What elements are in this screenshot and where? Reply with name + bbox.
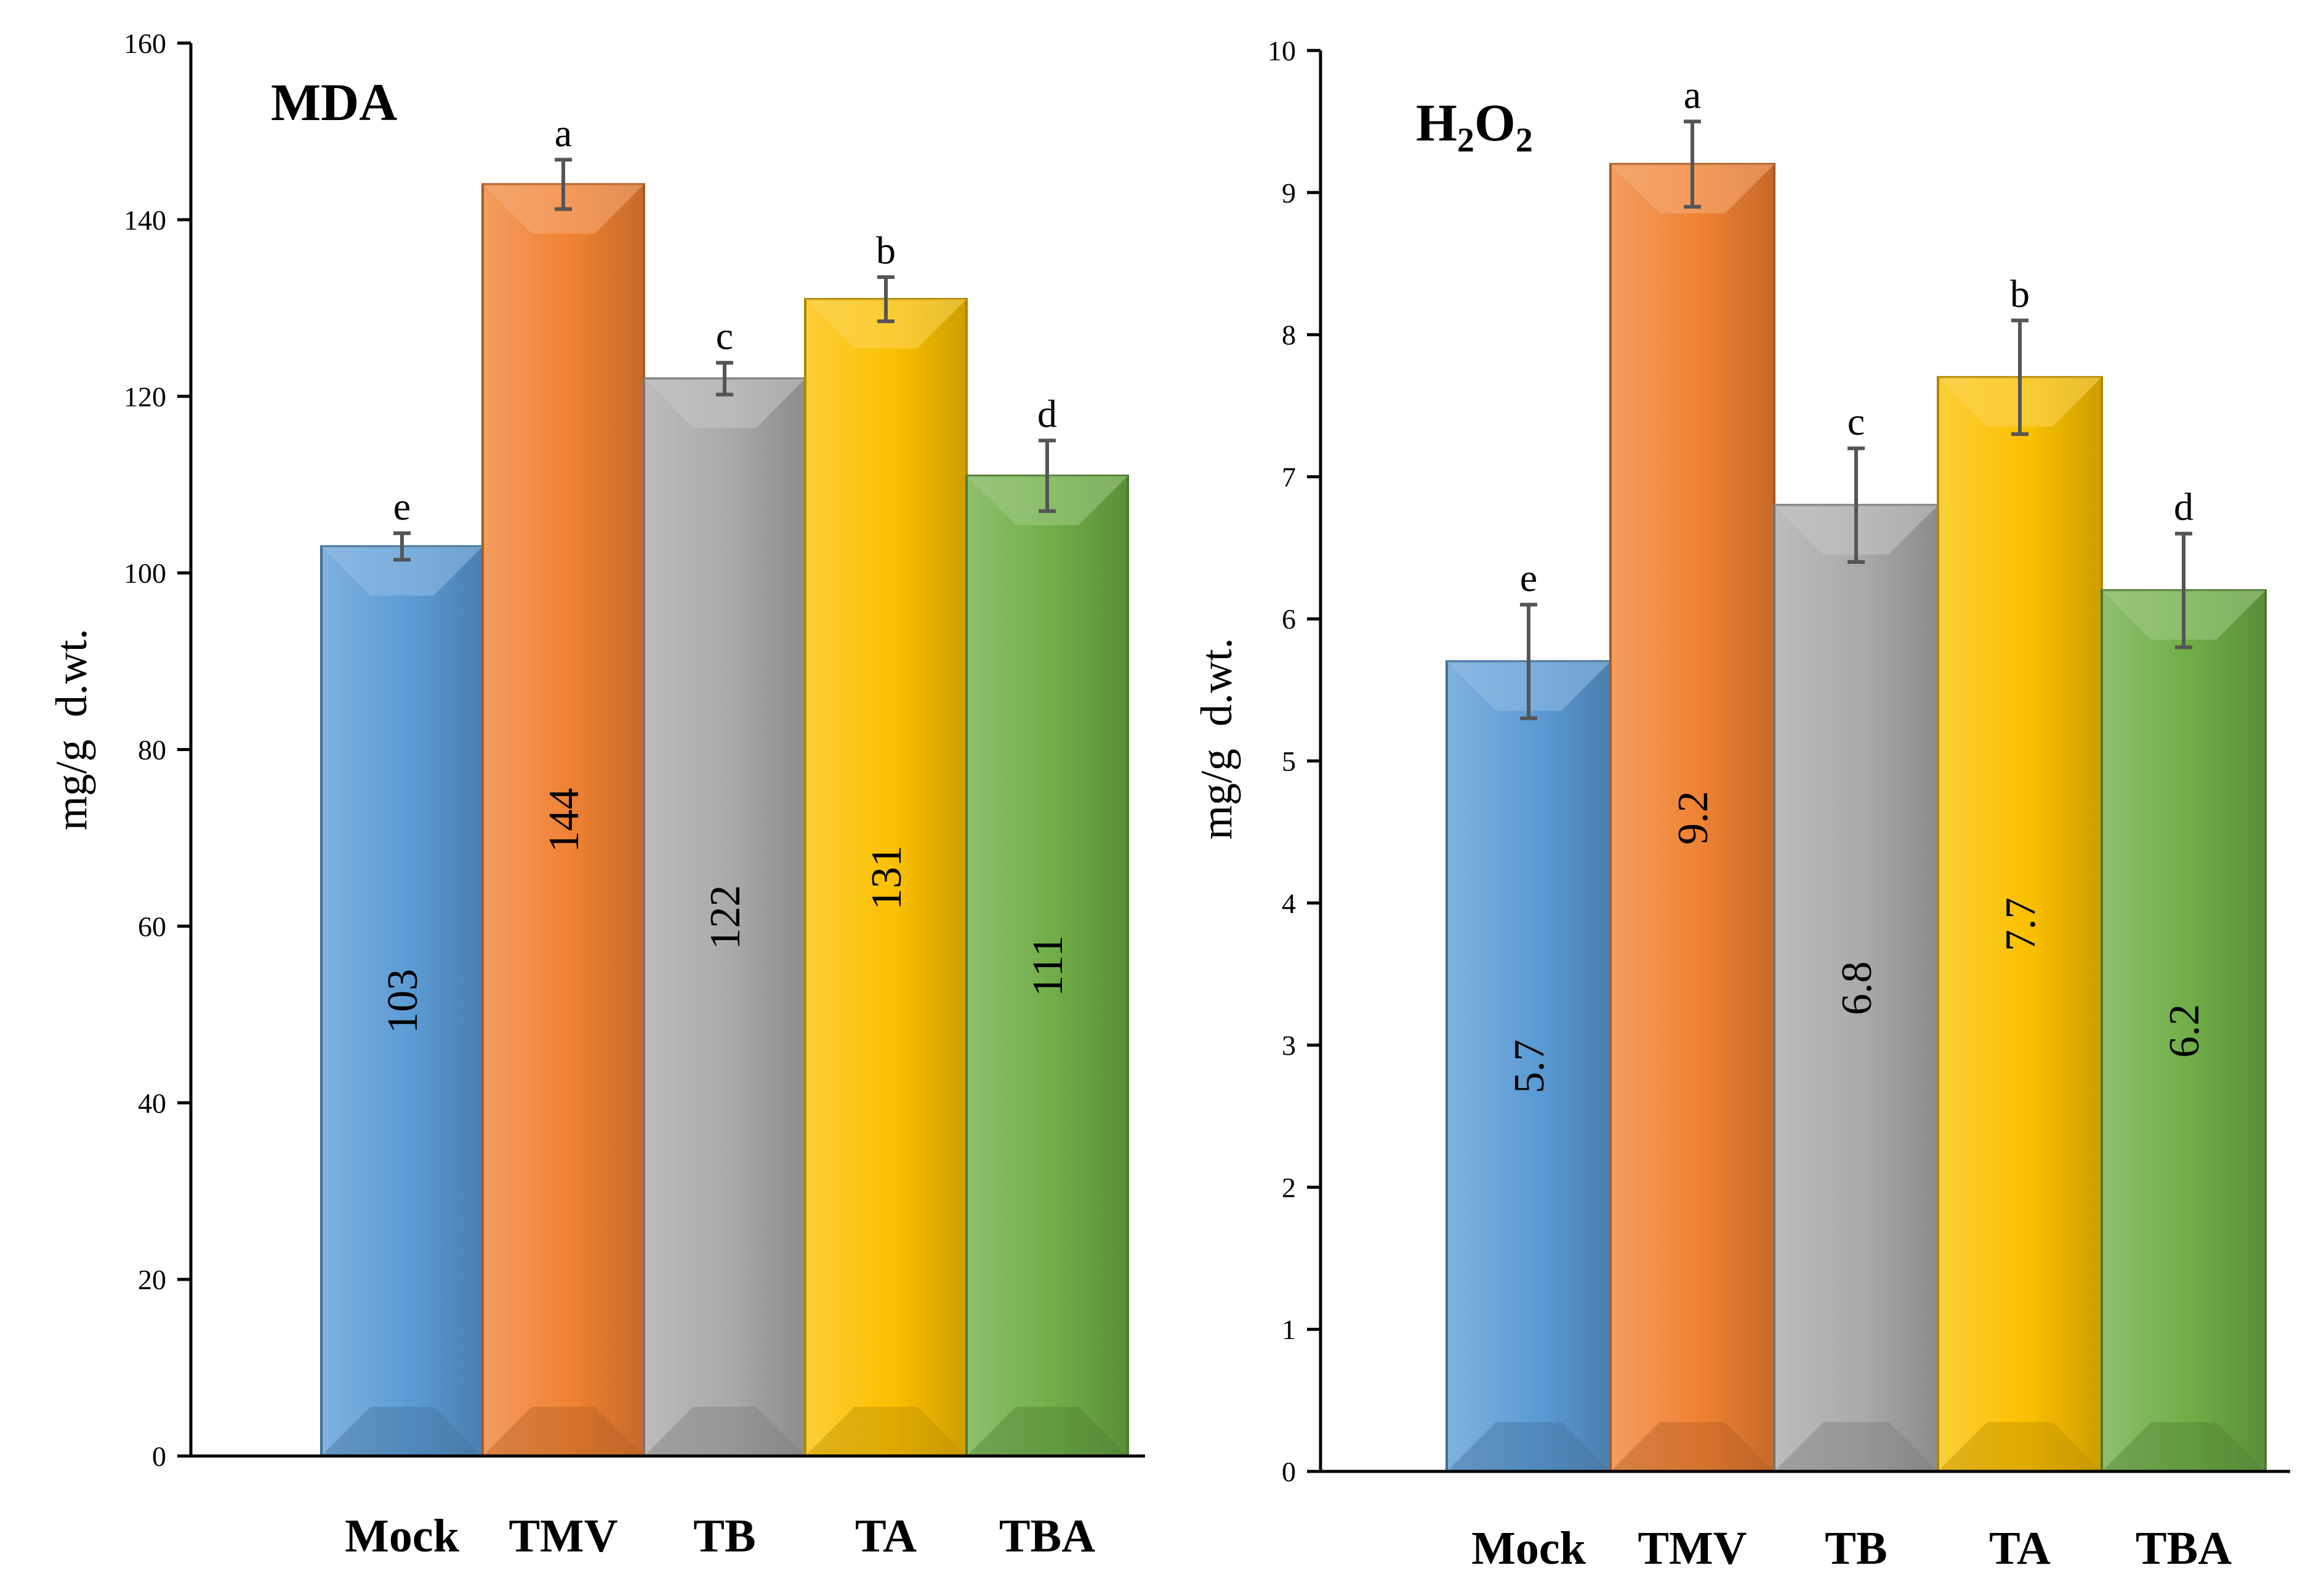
- significance-letter: d: [2174, 485, 2193, 529]
- bar-ta: [804, 297, 968, 1457]
- y-tick-label: 100: [124, 558, 166, 589]
- y-tick-label: 6: [1282, 603, 1296, 635]
- y-tick-label: 120: [124, 381, 166, 412]
- significance-letter: d: [1037, 392, 1057, 435]
- category-label: TA: [1989, 1523, 2051, 1574]
- bar-bevel-top: [805, 299, 967, 348]
- bar-value-label: 144: [541, 788, 588, 853]
- y-tick-label: 0: [1282, 1456, 1296, 1487]
- error-bar: [1848, 446, 1865, 564]
- bar-tba: [2101, 589, 2267, 1473]
- bar-bevel-top: [644, 379, 805, 428]
- error-bar: [877, 275, 895, 323]
- bar-value-label: 131: [863, 845, 911, 910]
- h2o2-chart-title: H2O2: [1416, 93, 1533, 159]
- bar-tmv: [481, 183, 645, 1457]
- y-tick-label: 0: [152, 1441, 166, 1472]
- category-label: TA: [855, 1510, 917, 1562]
- y-tick-label: 20: [138, 1264, 166, 1295]
- significance-letter: a: [1684, 73, 1701, 116]
- y-tick-label: 8: [1282, 320, 1296, 351]
- error-bar: [2175, 531, 2192, 650]
- mda-error-bars: [393, 158, 1056, 562]
- bar-tb: [1773, 504, 1939, 1473]
- mda-y-axis-label: mg/g d.wt.: [47, 629, 96, 831]
- y-tick-label: 1: [1282, 1314, 1296, 1345]
- significance-letter: e: [1520, 556, 1537, 600]
- mda-value-labels: 103 144 122 131 111: [379, 788, 1072, 1034]
- bar-tba: [965, 474, 1129, 1457]
- bar-bevel-bottom: [967, 1407, 1128, 1456]
- h2o2-value-labels: 5.7 9.2 6.8 7.7 6.2: [1506, 791, 2208, 1093]
- bar-value-label: 103: [379, 969, 427, 1034]
- y-tick-label: 9: [1282, 177, 1296, 209]
- bar-tb: [643, 377, 806, 1457]
- error-bar: [1520, 603, 1537, 720]
- bar-value-label: 122: [702, 885, 749, 950]
- category-label: TBA: [999, 1510, 1095, 1562]
- h2o2-y-ticks: 0 1 2 3 4 5 6 7 8 9 10: [1268, 35, 1321, 1487]
- mda-category-labels: Mock TMV TB TA TBA: [345, 1510, 1095, 1562]
- mda-y-ticks: 0 20 40 60 80 100 120 140 160: [124, 28, 191, 1472]
- y-tick-label: 5: [1282, 746, 1296, 777]
- significance-letter: e: [393, 485, 411, 528]
- y-tick-label: 10: [1268, 35, 1296, 66]
- error-bar: [393, 531, 411, 562]
- bar-bevel-top: [321, 546, 483, 596]
- bar-value-label: 9.2: [1670, 791, 1717, 845]
- category-label: Mock: [1471, 1523, 1586, 1574]
- y-tick-label: 3: [1282, 1030, 1296, 1061]
- y-tick-label: 60: [138, 911, 166, 942]
- mda-bars: [320, 183, 1129, 1457]
- bar-bevel-bottom: [644, 1407, 805, 1456]
- h2o2-y-axis-label: mg/g d.wt.: [1192, 638, 1241, 840]
- bar-value-label: 111: [1024, 935, 1072, 997]
- bar-bevel-bottom: [1447, 1422, 1610, 1471]
- y-tick-label: 2: [1282, 1172, 1296, 1203]
- bar-bevel-bottom: [805, 1407, 967, 1456]
- y-tick-label: 160: [124, 28, 166, 59]
- h2o2-error-bars: [1520, 119, 2192, 720]
- bar-value-label: 6.8: [1833, 962, 1881, 1016]
- bar-bevel-bottom: [1774, 1422, 1938, 1471]
- y-tick-label: 7: [1282, 461, 1296, 493]
- h2o2-chart: 0 1 2 3 4 5 6 7 8 9 10 5.7 9.2 6.8 7.7 6.2 e a c b d Mock T…: [1192, 35, 2290, 1574]
- bar-tmv: [1609, 163, 1775, 1473]
- h2o2-significance-letters: e a c b d: [1520, 73, 2193, 600]
- bar-value-label: 6.2: [2161, 1004, 2208, 1058]
- significance-letter: b: [876, 228, 896, 272]
- error-bar: [555, 158, 572, 211]
- category-label: TBA: [2136, 1523, 2232, 1574]
- bar-bevel-bottom: [1938, 1422, 2102, 1471]
- error-bar: [1039, 438, 1056, 513]
- significance-letter: c: [716, 314, 733, 358]
- bar-bevel-bottom: [321, 1407, 483, 1456]
- bar-bevel-bottom: [2102, 1422, 2266, 1471]
- bar-bevel-bottom: [1610, 1422, 1774, 1471]
- mda-chart-title: MDA: [271, 73, 397, 132]
- significance-letter: a: [555, 111, 572, 155]
- category-label: TB: [693, 1510, 755, 1562]
- bar-bevel-bottom: [483, 1407, 644, 1456]
- category-label: TMV: [1638, 1523, 1747, 1574]
- h2o2-category-labels: Mock TMV TB TA TBA: [1471, 1523, 2232, 1574]
- mda-chart: 0 20 40 60 80 100 120 140 160 103 144 122 131 111 e a…: [47, 28, 1145, 1562]
- error-bar: [2011, 318, 2028, 436]
- h2o2-bars: [1445, 163, 2267, 1473]
- category-label: TMV: [509, 1510, 617, 1562]
- y-tick-label: 40: [138, 1087, 166, 1119]
- bar-value-label: 5.7: [1506, 1039, 1553, 1093]
- error-bar: [1684, 119, 1701, 209]
- category-label: Mock: [345, 1510, 459, 1562]
- significance-letter: b: [2010, 272, 2030, 316]
- bar-value-label: 7.7: [1997, 898, 2045, 952]
- y-tick-label: 4: [1282, 888, 1296, 919]
- category-label: TB: [1825, 1523, 1887, 1574]
- y-tick-label: 80: [138, 734, 166, 766]
- y-tick-label: 140: [124, 204, 166, 236]
- mda-significance-letters: e a c b d: [393, 111, 1057, 528]
- significance-letter: c: [1848, 400, 1865, 443]
- error-bar: [716, 361, 733, 396]
